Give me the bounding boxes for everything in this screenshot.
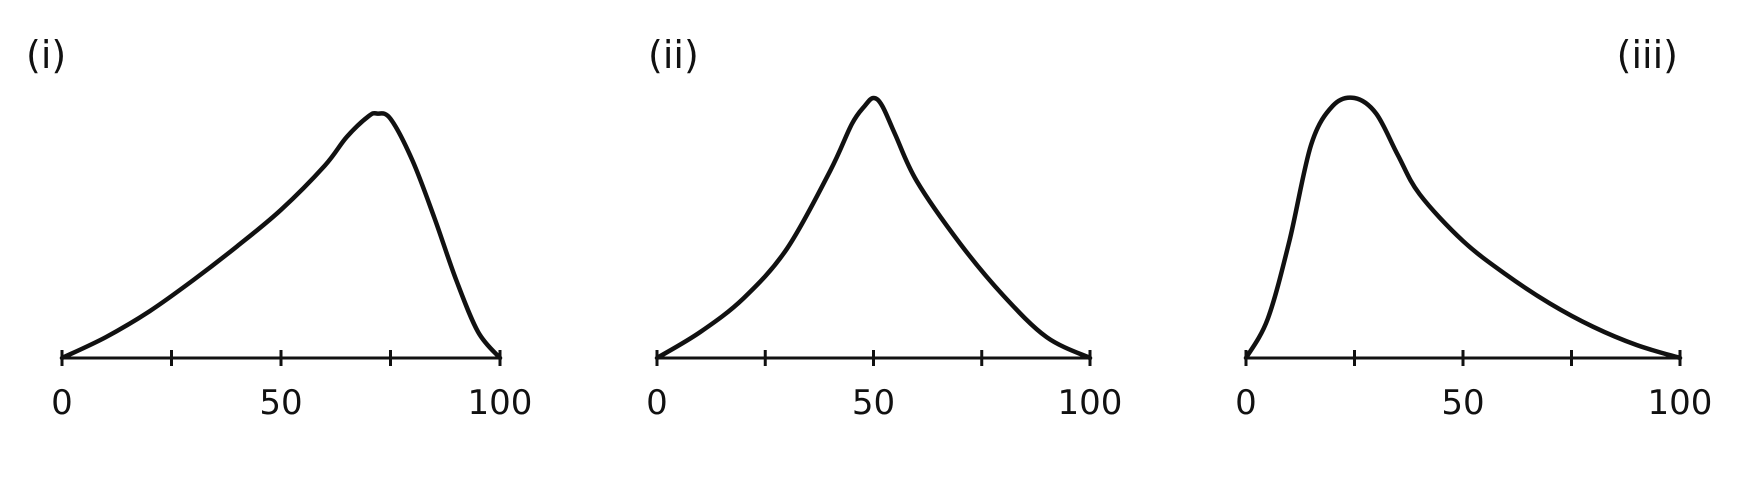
x-tick-label: 0 — [51, 383, 73, 423]
x-tick-label: 0 — [1235, 383, 1257, 423]
panel-2: (ii) 0 50 100 — [646, 33, 1122, 423]
x-tick-label: 50 — [259, 383, 302, 423]
x-tick-label: 100 — [1648, 383, 1713, 423]
distribution-curve — [59, 110, 503, 361]
panels-layer: (i) 0 50 100 (ii) 0 50 100 (iii) 0 50 100 — [26, 33, 1712, 423]
panel-label: (iii) — [1617, 33, 1678, 77]
x-tick-label: 0 — [646, 383, 668, 423]
x-tick-label: 100 — [1058, 383, 1123, 423]
distribution-curve — [1243, 95, 1683, 361]
x-tick-label: 100 — [468, 383, 533, 423]
distribution-curve — [654, 95, 1093, 361]
panel-label: (i) — [26, 33, 66, 77]
panel-3: (iii) 0 50 100 — [1235, 33, 1712, 423]
panel-label: (ii) — [648, 33, 699, 77]
x-tick-label: 50 — [852, 383, 895, 423]
x-tick-label: 50 — [1441, 383, 1484, 423]
panel-1: (i) 0 50 100 — [26, 33, 532, 423]
